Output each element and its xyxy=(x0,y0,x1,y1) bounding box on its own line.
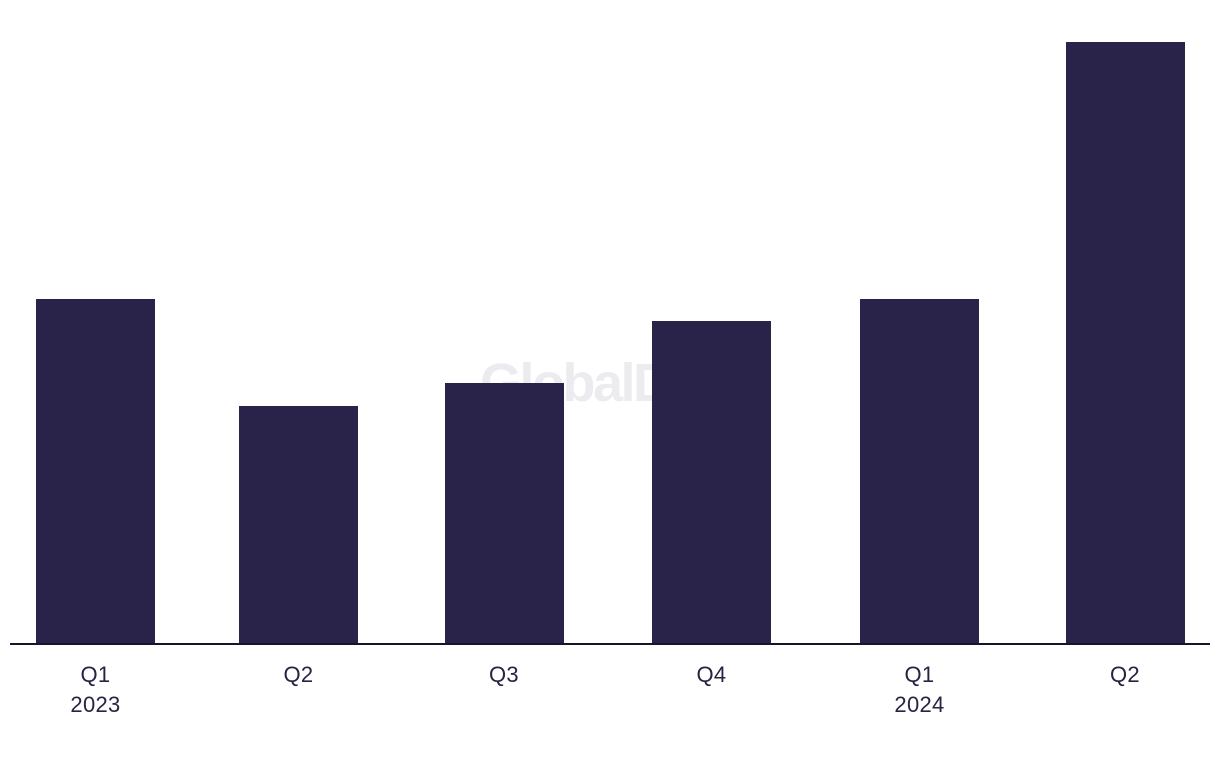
bar-q1-2023 xyxy=(36,299,155,643)
x-tick-quarter: Q3 xyxy=(489,662,519,687)
x-tick-quarter: Q4 xyxy=(696,662,727,687)
x-tick-quarter: Q1 xyxy=(80,662,111,687)
bar-q1-2024 xyxy=(860,299,979,643)
bar-q2-2023 xyxy=(239,406,358,643)
x-tick-label-q1-2023: Q1 2023 xyxy=(16,660,176,720)
x-tick-year: 2024 xyxy=(894,692,945,717)
x-tick-label-q1-2024: Q1 2024 xyxy=(840,660,1000,720)
globaldata-watermark: GlobalData xyxy=(479,353,743,413)
bar-q4-2023 xyxy=(652,321,771,643)
x-tick-quarter: Q1 xyxy=(904,662,935,687)
bar-q3-2023 xyxy=(444,383,564,643)
x-tick-label-q3-2023: Q3 xyxy=(424,660,584,690)
x-tick-quarter: Q2 xyxy=(1110,662,1140,687)
x-tick-label-q2-2024: Q2 xyxy=(1045,660,1205,690)
x-tick-label-q2-2023: Q2 xyxy=(219,660,379,690)
x-tick-quarter: Q2 xyxy=(283,662,314,687)
x-tick-year: 2023 xyxy=(70,692,121,717)
bar-q2-2024 xyxy=(1065,42,1185,643)
x-tick-label-q4-2023: Q4 xyxy=(632,660,792,690)
x-axis-line xyxy=(10,643,1210,645)
